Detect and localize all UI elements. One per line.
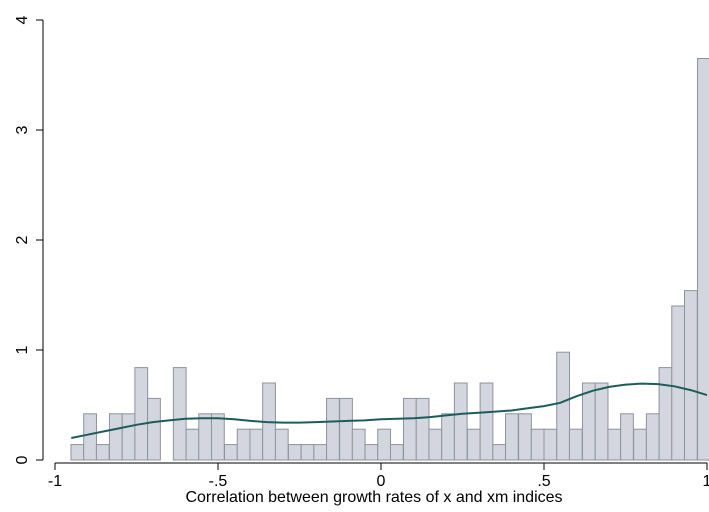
x-axis-title: Correlation between growth rates of x an… (185, 489, 562, 506)
histogram-bar (300, 444, 315, 461)
x-tick-label: -1 (48, 473, 62, 490)
histogram-bar (530, 428, 545, 461)
histogram-bar (274, 428, 289, 461)
histogram-bar (543, 428, 558, 461)
histogram-bar (658, 367, 673, 461)
histogram-bar (198, 413, 213, 461)
histogram-bar (236, 428, 251, 461)
histogram-bar (83, 413, 97, 461)
histogram-bar (620, 413, 634, 461)
histogram-bar (466, 428, 481, 461)
histogram-bar (389, 444, 404, 461)
x-tick-label: -.5 (209, 473, 228, 490)
histogram-bar (377, 428, 392, 461)
histogram-bar (441, 413, 455, 461)
histogram-bar (121, 413, 136, 461)
x-tick-label: .5 (537, 473, 550, 490)
histogram-bar (70, 444, 85, 461)
histogram-bar (313, 444, 328, 461)
histogram-bar (492, 444, 507, 461)
histogram-bar (249, 428, 264, 461)
histogram-bar (287, 444, 302, 461)
histogram-bar (645, 413, 660, 461)
y-tick-label: 0 (14, 455, 31, 464)
x-tick-label: 0 (377, 473, 386, 490)
histogram-bar (339, 397, 353, 461)
histogram-bar (556, 351, 570, 461)
y-tick-label: 2 (14, 235, 31, 244)
histogram-bar (172, 367, 187, 461)
y-tick-label: 1 (14, 345, 31, 354)
x-tick-label: 1 (703, 473, 709, 490)
histogram-bar (134, 367, 149, 461)
histogram-bar (684, 290, 698, 461)
histogram-bar (428, 428, 443, 461)
histogram-bar (402, 397, 417, 461)
histogram-bar (224, 444, 238, 461)
histogram-bar (326, 397, 340, 461)
histogram-bar (479, 382, 494, 461)
histogram-bar (453, 382, 468, 461)
histogram-bar (147, 397, 161, 461)
histogram-bar (607, 428, 622, 461)
histogram-bar (697, 58, 709, 461)
histogram-bar (671, 305, 686, 461)
histogram-bar (210, 413, 225, 461)
histogram-bar (518, 413, 532, 461)
histogram-bar (633, 428, 647, 461)
y-tick-label: 4 (14, 15, 31, 24)
histogram-bar (505, 413, 519, 461)
histogram-bar (415, 397, 430, 461)
y-tick-label: 3 (14, 125, 31, 134)
histogram-bar (364, 444, 379, 461)
y-axis: 0 1 2 3 4 (14, 15, 44, 464)
histogram-bar (568, 428, 583, 461)
histogram-bar (108, 413, 123, 461)
histogram-bar (594, 382, 609, 461)
histogram-bar (351, 428, 366, 461)
histogram-bars (70, 58, 709, 461)
histogram-bar (95, 444, 110, 461)
x-axis: -1 -.5 0 .5 1 (48, 462, 709, 490)
density-curve (71, 382, 708, 439)
histogram-bar (185, 428, 200, 461)
